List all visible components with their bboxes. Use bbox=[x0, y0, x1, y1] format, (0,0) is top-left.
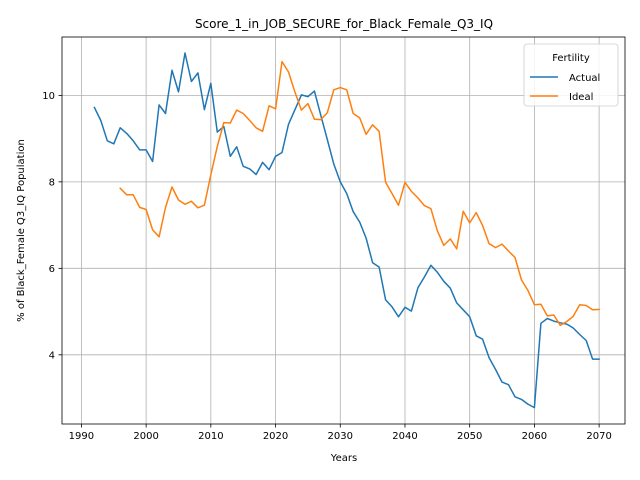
x-tick-label: 2060 bbox=[522, 431, 547, 442]
legend-title: Fertility bbox=[552, 53, 590, 64]
x-tick-label: 2000 bbox=[133, 431, 158, 442]
y-tick-label: 8 bbox=[49, 177, 55, 188]
legend-label-ideal: Ideal bbox=[569, 92, 593, 103]
x-axis-label: Years bbox=[330, 453, 357, 464]
x-tick-label: 2040 bbox=[392, 431, 417, 442]
x-tick-label: 2030 bbox=[328, 431, 353, 442]
x-tick-label: 2010 bbox=[198, 431, 223, 442]
y-tick-label: 4 bbox=[49, 350, 55, 361]
y-tick-label: 10 bbox=[42, 91, 55, 102]
x-tick-label: 2070 bbox=[586, 431, 611, 442]
legend: Fertility Actual Ideal bbox=[524, 44, 618, 106]
x-tick-label: 2050 bbox=[457, 431, 482, 442]
y-tick-label: 6 bbox=[49, 264, 55, 275]
legend-label-actual: Actual bbox=[569, 73, 600, 84]
y-axis-label: % of Black_Female Q3_IQ Population bbox=[16, 139, 27, 322]
chart-title: Score_1_in_JOB_SECURE_for_Black_Female_Q… bbox=[195, 17, 493, 31]
x-tick-label: 1990 bbox=[69, 431, 94, 442]
x-tick-label: 2020 bbox=[263, 431, 288, 442]
